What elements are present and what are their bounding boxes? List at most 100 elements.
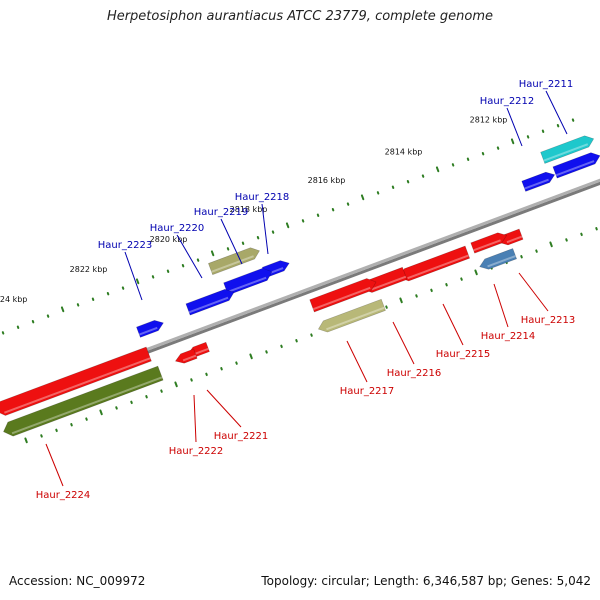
gene-label[interactable]: Haur_2222 <box>169 446 224 457</box>
label-leader-line <box>518 272 549 312</box>
label-leader-line <box>176 234 203 279</box>
tick-mark <box>235 361 238 365</box>
gene-highlight <box>195 347 209 355</box>
gene-haur-2223[interactable] <box>136 320 164 338</box>
gene-unlabeled[interactable] <box>521 171 556 192</box>
tick-mark <box>445 283 448 287</box>
gene-haur-2217[interactable] <box>317 298 386 333</box>
tick-mark <box>346 202 350 206</box>
gene-haur-2212[interactable] <box>552 152 600 179</box>
tick-mark <box>435 166 440 173</box>
tick-mark <box>510 138 515 145</box>
gene-label[interactable]: Haur_2220 <box>150 223 205 234</box>
gene-label[interactable]: Haur_2214 <box>481 331 536 342</box>
tick-mark <box>280 344 283 349</box>
gene-highlight <box>473 239 501 252</box>
tick-mark <box>249 353 253 360</box>
tick-mark <box>376 191 380 195</box>
accession-text: Accession: NC_009972 <box>9 574 146 588</box>
tick-mark <box>474 269 478 276</box>
tick-label: 2820 kbp <box>150 235 188 244</box>
label-leader-line <box>392 321 415 365</box>
gene-label[interactable]: Haur_2221 <box>214 431 269 442</box>
tick-label: 2818 kbp <box>230 205 268 214</box>
tick-mark <box>24 437 28 444</box>
tick-mark <box>1 331 5 335</box>
gene-label[interactable]: Haur_2223 <box>98 240 153 251</box>
tick-mark <box>466 157 470 161</box>
gene-haur-2219[interactable] <box>223 267 273 296</box>
tick-mark <box>415 294 418 298</box>
tick-mark <box>130 400 133 405</box>
gene-highlight <box>555 160 595 177</box>
tick-mark <box>76 303 80 307</box>
gene-highlight <box>226 276 267 294</box>
tick-mark <box>406 179 410 184</box>
gene-unlabeled[interactable] <box>309 278 377 313</box>
gene-haur-2214[interactable] <box>479 248 517 270</box>
tick-mark <box>160 389 163 393</box>
tick-mark <box>541 129 545 133</box>
tick-mark <box>310 333 313 337</box>
label-leader-line <box>220 218 243 265</box>
gene-highlight <box>11 376 163 435</box>
label-leader-line <box>545 90 568 135</box>
gene-label[interactable]: Haur_2219 <box>194 207 249 218</box>
tick-mark <box>295 339 298 343</box>
tick-mark <box>91 297 95 301</box>
tick-label: 2824 kbp <box>0 295 27 304</box>
gene-labels: Haur_2211 Haur_2212 Haur_2213 Haur_2214 Haur… <box>36 79 576 501</box>
label-leader-line <box>124 251 143 301</box>
label-leader-line <box>261 203 269 255</box>
tick-mark <box>151 275 155 279</box>
tick-mark <box>556 123 560 128</box>
gene-label[interactable]: Haur_2212 <box>480 96 535 107</box>
gene-haur-2224[interactable] <box>0 346 152 416</box>
tick-label: 2814 kbp <box>385 147 423 156</box>
tick-mark <box>166 269 170 273</box>
gene-label[interactable]: Haur_2218 <box>235 192 290 203</box>
gene-unlabeled[interactable] <box>470 232 508 254</box>
gene-haur-2220[interactable] <box>208 247 260 276</box>
tick-mark <box>496 146 500 150</box>
gene-highlight <box>326 306 385 331</box>
gene-unlabeled[interactable] <box>185 288 235 316</box>
gene-label[interactable]: Haur_2216 <box>387 368 442 379</box>
tick-marks: 2812 kbp 2814 kbp 2816 kbp 2818 kbp 2820 kbp… <box>0 116 598 444</box>
gene-label[interactable]: Haur_2213 <box>521 315 576 326</box>
tick-mark <box>385 305 388 309</box>
gene-features <box>0 135 600 437</box>
gene-unlabeled[interactable] <box>3 365 164 437</box>
label-leader-line <box>442 303 464 346</box>
tick-mark <box>460 277 463 281</box>
gene-highlight <box>506 235 523 244</box>
tick-mark <box>526 135 530 139</box>
label-leader-line <box>206 389 242 428</box>
gene-label[interactable]: Haur_2215 <box>436 349 491 360</box>
label-leader-line <box>45 443 64 487</box>
tick-mark <box>565 238 568 242</box>
tick-mark <box>210 250 215 257</box>
gene-label[interactable]: Haur_2224 <box>36 490 91 501</box>
tick-mark <box>226 247 230 251</box>
tick-mark <box>121 286 125 290</box>
gene-highlight <box>407 254 469 280</box>
gene-haur-2222[interactable] <box>174 348 198 364</box>
label-leader-line <box>346 340 368 383</box>
tick-mark <box>360 194 365 201</box>
tick-mark <box>391 185 395 189</box>
tick-mark <box>181 263 185 268</box>
tick-mark <box>40 434 43 438</box>
tick-mark <box>241 241 245 245</box>
tick-mark <box>31 319 35 324</box>
tick-label: 2812 kbp <box>470 116 508 125</box>
tick-mark <box>205 372 208 377</box>
tick-label: 2822 kbp <box>70 265 108 274</box>
tick-mark <box>316 213 320 217</box>
gene-label[interactable]: Haur_2217 <box>340 386 395 397</box>
gene-haur-2211[interactable] <box>540 135 595 164</box>
tick-mark <box>145 395 148 399</box>
tick-mark <box>595 227 598 231</box>
gene-label[interactable]: Haur_2211 <box>519 79 574 90</box>
